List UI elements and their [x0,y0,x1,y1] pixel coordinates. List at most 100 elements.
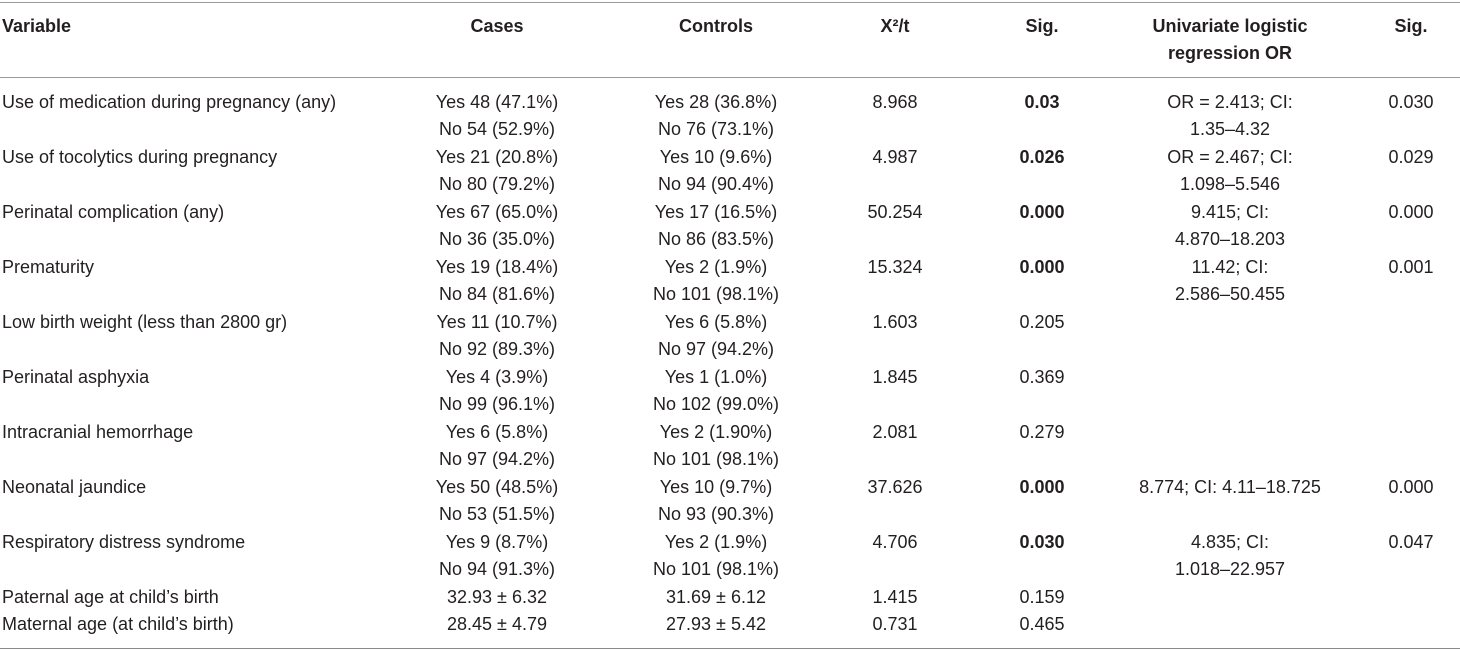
header-or-line2: regression OR [1167,43,1293,63]
cell-cases-line2: No 53 (51.5%) [438,504,556,524]
cell-variable: Use of medication during pregnancy (any) [2,92,337,112]
cell-sig2: 0.030 [1388,92,1434,112]
cell-or-line1: 4.835; CI: [1190,532,1270,552]
cell-cases-line1: Yes 21 (20.8%) [435,147,559,167]
cell-cases-line1: Yes 50 (48.5%) [435,477,559,497]
cell-controls-line1: 27.93 ± 5.42 [666,614,766,634]
cell-controls-line2: No 93 (90.3%) [657,504,775,524]
cell-controls-line2: No 97 (94.2%) [657,339,775,359]
cell-controls-line1: 31.69 ± 6.12 [666,587,766,607]
cell-cases-line2: No 99 (96.1%) [438,394,556,414]
cell-cases-line1: Yes 67 (65.0%) [435,202,559,222]
cell-controls-line1: Yes 2 (1.90%) [659,422,773,442]
cell-variable: Perinatal complication (any) [2,202,225,222]
cell-cases-line2: No 80 (79.2%) [438,174,556,194]
cell-variable: Perinatal asphyxia [2,367,150,387]
cell-cases-line1: 28.45 ± 4.79 [447,614,547,634]
cell-cases-line2: No 94 (91.3%) [438,559,556,579]
cell-cases-line1: Yes 6 (5.8%) [445,422,549,442]
cell-sig: 0.030 [1019,532,1065,552]
cell-sig2: 0.001 [1388,257,1434,277]
header-or-line1: Univariate logistic [1152,16,1308,36]
cell-sig: 0.369 [1019,367,1065,387]
cell-or-line1: 9.415; CI: [1190,202,1270,222]
header-variable: Variable [2,16,72,36]
table-header-rule [0,77,1460,78]
cell-cases-line2: No 36 (35.0%) [438,229,556,249]
cell-sig2: 0.047 [1388,532,1434,552]
cell-variable: Neonatal jaundice [2,477,147,497]
cell-sig: 0.000 [1019,257,1065,277]
cell-variable: Intracranial hemorrhage [2,422,194,442]
cell-controls-line1: Yes 17 (16.5%) [654,202,778,222]
cell-controls-line2: No 101 (98.1%) [652,449,780,469]
cell-or-line1: 8.774; CI: 4.11–18.725 [1139,477,1321,497]
cell-stat: 4.706 [872,532,918,552]
cell-cases-line2: No 92 (89.3%) [438,339,556,359]
cell-controls-line2: No 101 (98.1%) [652,559,780,579]
cell-controls-line2: No 94 (90.4%) [657,174,775,194]
cell-stat: 15.324 [867,257,923,277]
cell-cases-line1: Yes 48 (47.1%) [435,92,559,112]
cell-cases-line2: No 84 (81.6%) [438,284,556,304]
cell-controls-line1: Yes 10 (9.6%) [659,147,773,167]
header-sig: Sig. [1025,16,1059,36]
cell-sig: 0.026 [1019,147,1065,167]
cell-controls-line2: No 76 (73.1%) [657,119,775,139]
cell-controls-line1: Yes 2 (1.9%) [664,532,768,552]
cell-variable: Maternal age (at child’s birth) [2,614,234,634]
cell-controls-line1: Yes 2 (1.9%) [664,257,768,277]
cell-cases-line1: Yes 11 (10.7%) [436,312,558,332]
cell-stat: 4.987 [872,147,918,167]
cell-controls-line2: No 101 (98.1%) [652,284,780,304]
header-stat: X²/t [880,16,910,36]
cell-sig: 0.465 [1019,614,1065,634]
cell-stat: 1.603 [872,312,918,332]
cell-stat: 37.626 [867,477,923,497]
cell-controls-line1: Yes 1 (1.0%) [664,367,768,387]
cell-stat: 1.845 [872,367,918,387]
cell-stat: 50.254 [867,202,923,222]
cell-cases-line2: No 54 (52.9%) [438,119,556,139]
cell-or-line2: 4.870–18.203 [1174,229,1286,249]
cell-or-line2: 1.018–22.957 [1174,559,1286,579]
table-bottom-rule [0,648,1460,649]
cell-sig: 0.000 [1019,202,1065,222]
cell-controls-line2: No 86 (83.5%) [657,229,775,249]
cell-controls-line2: No 102 (99.0%) [652,394,780,414]
cell-cases-line1: Yes 4 (3.9%) [445,367,549,387]
cell-sig: 0.000 [1019,477,1065,497]
cell-sig: 0.279 [1019,422,1065,442]
header-cases: Cases [470,16,524,36]
cell-stat: 1.415 [872,587,918,607]
header-controls: Controls [679,16,753,36]
cell-or-line2: 2.586–50.455 [1174,284,1286,304]
cell-variable: Prematurity [2,257,95,277]
cell-controls-line1: Yes 28 (36.8%) [654,92,778,112]
cell-cases-line1: 32.93 ± 6.32 [447,587,547,607]
header-sig2: Sig. [1394,16,1428,36]
cell-sig2: 0.000 [1388,477,1434,497]
cell-variable: Paternal age at child’s birth [2,587,219,607]
cell-sig2: 0.000 [1388,202,1434,222]
cell-cases-line2: No 97 (94.2%) [438,449,556,469]
cell-or-line1: OR = 2.467; CI: [1167,147,1293,167]
cell-stat: 0.731 [872,614,918,634]
table-top-rule [0,2,1460,3]
cell-variable: Respiratory distress syndrome [2,532,246,552]
cell-or-line1: 11.42; CI: [1191,257,1269,277]
cell-variable: Use of tocolytics during pregnancy [2,147,278,167]
cell-variable: Low birth weight (less than 2800 gr) [2,312,288,332]
cell-stat: 2.081 [872,422,918,442]
cell-cases-line1: Yes 19 (18.4%) [435,257,559,277]
cell-controls-line1: Yes 10 (9.7%) [659,477,773,497]
cell-or-line1: OR = 2.413; CI: [1167,92,1293,112]
cell-controls-line1: Yes 6 (5.8%) [664,312,768,332]
cell-or-line2: 1.35–4.32 [1189,119,1271,139]
cell-or-line2: 1.098–5.546 [1179,174,1281,194]
cell-sig2: 0.029 [1388,147,1434,167]
cell-cases-line1: Yes 9 (8.7%) [445,532,549,552]
cell-stat: 8.968 [872,92,918,112]
cell-sig: 0.03 [1024,92,1060,112]
cell-sig: 0.159 [1019,587,1065,607]
